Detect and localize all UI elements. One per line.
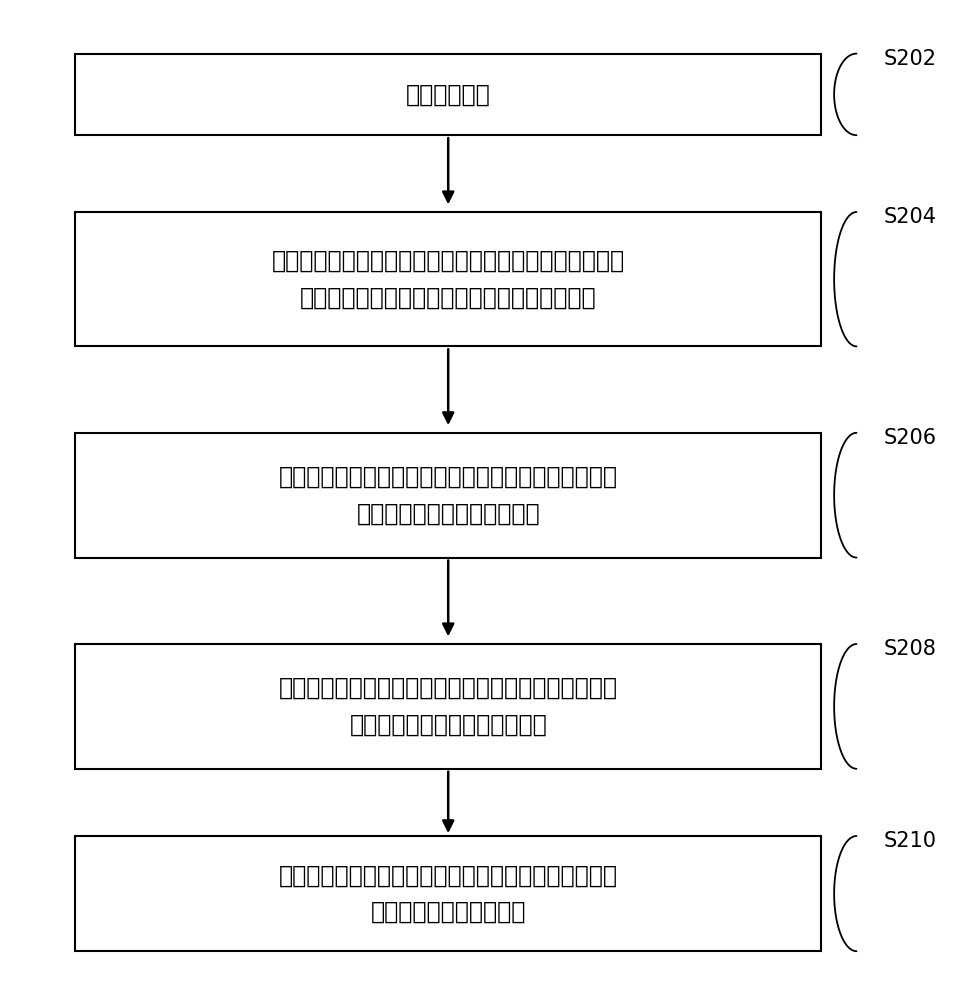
- Text: 获取训练文本: 获取训练文本: [406, 82, 490, 106]
- Text: S204: S204: [884, 207, 937, 227]
- FancyBboxPatch shape: [76, 212, 821, 346]
- Text: 将训练文本按照字典中保存的编码关系编码为第一序列，: 将训练文本按照字典中保存的编码关系编码为第一序列，: [272, 249, 624, 273]
- FancyBboxPatch shape: [76, 54, 821, 135]
- Text: S202: S202: [884, 49, 937, 69]
- FancyBboxPatch shape: [76, 836, 821, 951]
- FancyBboxPatch shape: [76, 644, 821, 769]
- Text: S210: S210: [884, 831, 937, 851]
- Text: 将第二序列和所述第三序列输入自编码语言模型，并将: 将第二序列和所述第三序列输入自编码语言模型，并将: [279, 863, 618, 887]
- Text: 序重新排列，得到多个第三序列: 序重新排列，得到多个第三序列: [350, 713, 547, 737]
- Text: S206: S206: [884, 428, 937, 448]
- Text: S208: S208: [884, 639, 936, 659]
- Text: 第一序列的编码顺序与训练文本的文字顺序一致: 第一序列的编码顺序与训练文本的文字顺序一致: [300, 285, 596, 309]
- FancyBboxPatch shape: [76, 433, 821, 558]
- Text: 将每个第二序列中的元素按照与当前排列顺序相反的顺: 将每个第二序列中的元素按照与当前排列顺序相反的顺: [279, 676, 618, 700]
- Text: 按照训练文本的文字顺序依次对第一序列中的每个元素: 按照训练文本的文字顺序依次对第一序列中的每个元素: [279, 465, 618, 489]
- Text: 模型输出作为目标编码器: 模型输出作为目标编码器: [371, 900, 526, 924]
- Text: 进行遮盖，得到多个第二序列: 进行遮盖，得到多个第二序列: [356, 501, 540, 525]
